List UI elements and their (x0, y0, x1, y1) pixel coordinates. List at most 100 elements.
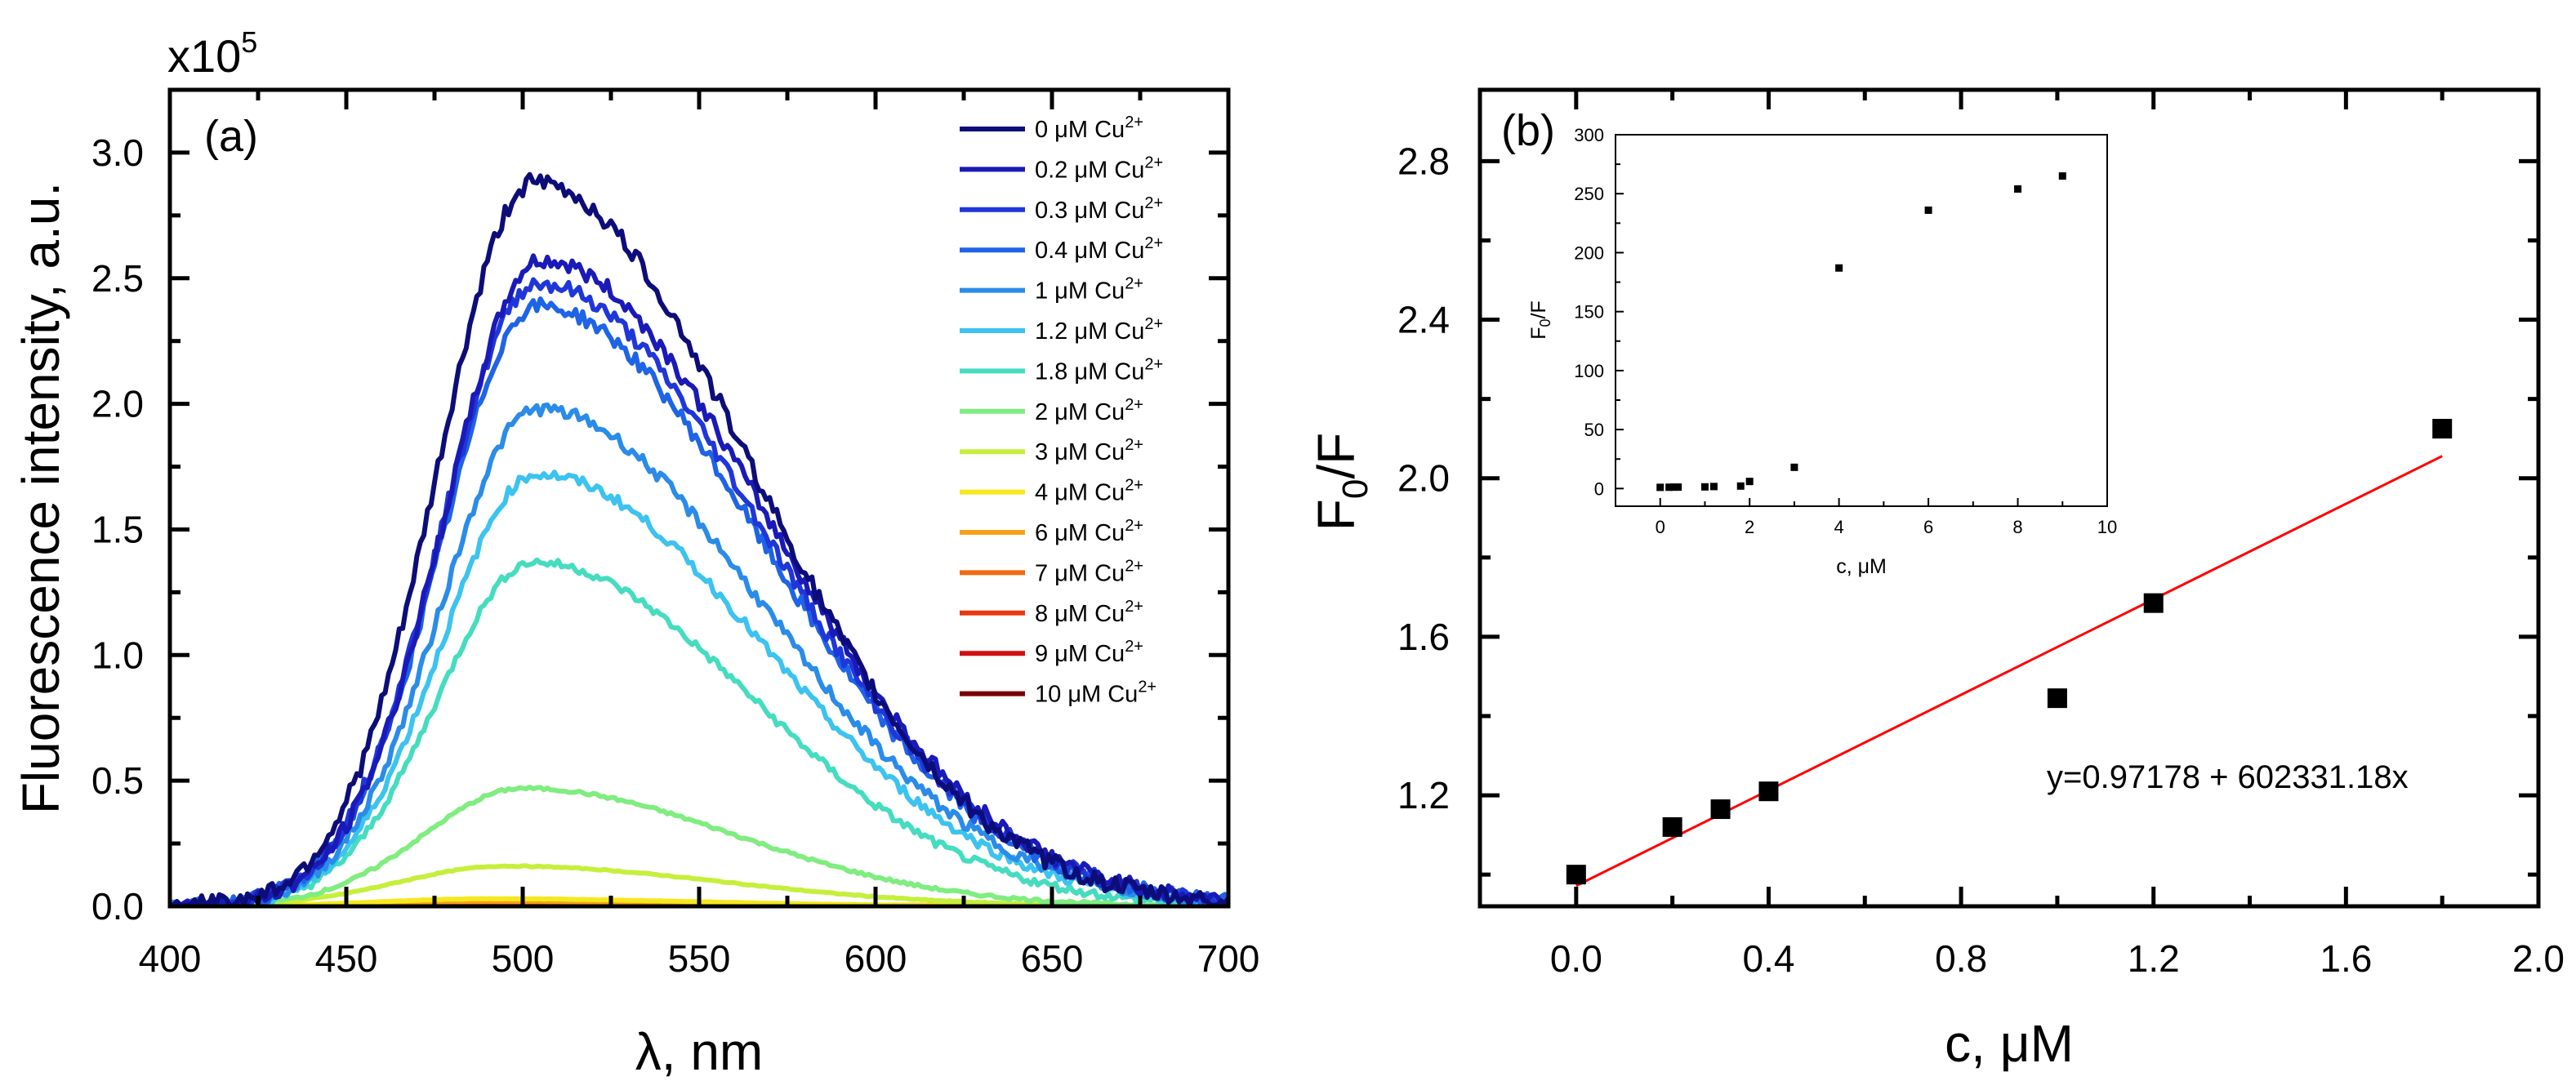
inset-y-tick-label: 300 (1574, 125, 1604, 145)
calibration-point (2143, 593, 2164, 613)
inset-x-tick-label: 2 (1745, 517, 1754, 537)
legend-label: 7 μM Cu2+ (1035, 557, 1143, 586)
inset-x-tick-label: 4 (1834, 517, 1844, 537)
spectra-x-tick-label: 650 (1021, 937, 1084, 980)
spectra-y-tick-label: 2.5 (91, 257, 144, 300)
legend-label: 1.8 μM Cu2+ (1035, 355, 1163, 385)
inset-x-tick-label: 0 (1656, 517, 1665, 537)
calibration-plot-frame (1477, 87, 2541, 909)
inset-point (1745, 478, 1754, 486)
spectra-x-tick-label: 450 (315, 937, 378, 980)
inset-x-tick-label: 8 (2012, 517, 2022, 537)
inset-y-tick-label: 0 (1594, 478, 1604, 499)
inset-y-tick-label: 200 (1574, 242, 1604, 263)
spectra-y-axis-label: Fluorescence intensity, a.u. (11, 182, 70, 814)
inset-point (1665, 483, 1674, 492)
spectrum-line (170, 557, 1229, 908)
calibration-panel-label: (b) (1501, 106, 1555, 155)
inset-point (1656, 483, 1665, 492)
inset-point (1709, 483, 1718, 491)
legend-label: 1 μM Cu2+ (1035, 275, 1143, 305)
calibration-point (1566, 865, 1586, 885)
spectra-y-tick-label: 0.0 (91, 885, 144, 928)
inset-x-tick-label: 10 (2097, 517, 2117, 537)
calibration-ticks (1477, 90, 2541, 906)
legend-label: 8 μM Cu2+ (1035, 598, 1143, 627)
spectra-x-axis-label: λ, nm (635, 1022, 763, 1081)
inset-point (1790, 463, 1798, 471)
inset-plot-frame (1615, 134, 2108, 507)
inset-point (2014, 185, 2022, 193)
spectra-y-tick-label: 2.0 (91, 383, 144, 425)
calibration-y-axis-label: F0/F (1307, 433, 1375, 531)
legend-label: 1.2 μM Cu2+ (1035, 315, 1163, 345)
calibration-x-tick-label: 0.4 (1742, 937, 1794, 980)
calibration-y-tick-label: 2.4 (1397, 299, 1450, 341)
spectra-x-tick-label: 500 (492, 937, 555, 980)
legend-label: 9 μM Cu2+ (1035, 638, 1143, 667)
inset-y-tick-labels: 0 50 100 150 200 250 300 (1574, 125, 1604, 499)
calibration-y-tick-labels: 1.2 1.6 2.0 2.4 2.8 (1397, 140, 1450, 816)
legend-label: 0.4 μM Cu2+ (1035, 234, 1163, 264)
spectra-y-tick-labels: 0.0 0.5 1.0 1.5 2.0 2.5 3.0 (91, 131, 144, 928)
spectra-panel-label: (a) (204, 112, 258, 161)
calibration-fit-line (1575, 455, 2443, 888)
calibration-chart: 0.0 0.4 0.8 1.2 1.6 2.0 1.2 1.6 2.0 2.4 2.8 (b) y… (1307, 87, 2565, 1073)
calibration-point (1662, 816, 1682, 837)
calibration-fit-equation: y=0.97178 + 602331.18x (2047, 759, 2409, 795)
spectra-y-tick-label: 0.5 (91, 759, 144, 802)
spectra-y-tick-label: 3.0 (91, 131, 144, 174)
inset-y-tick-label: 250 (1574, 184, 1604, 204)
inset-point (1674, 483, 1682, 492)
calibration-x-tick-label: 1.2 (2128, 937, 2180, 980)
calibration-x-tick-labels: 0.0 0.4 0.8 1.2 1.6 2.0 (1550, 937, 2565, 980)
calibration-points (1566, 419, 2453, 885)
inset-point (1669, 483, 1678, 492)
legend-label: 0.3 μM Cu2+ (1035, 194, 1163, 224)
spectra-y-tick-label: 1.0 (91, 634, 144, 676)
inset-x-tick-label: 6 (1923, 517, 1933, 537)
spectra-x-tick-label: 700 (1197, 937, 1260, 980)
calibration-point (2432, 419, 2453, 439)
legend-label: 4 μM Cu2+ (1035, 477, 1143, 506)
inset-x-tick-labels: 0 2 4 6 8 10 (1656, 517, 2118, 537)
inset-point (2058, 172, 2066, 180)
calibration-x-tick-label: 2.0 (2512, 937, 2565, 980)
legend-label: 6 μM Cu2+ (1035, 517, 1143, 546)
legend-label: 0 μM Cu2+ (1035, 113, 1143, 143)
spectra-legend: 0 μM Cu2+ 0.2 μM Cu2+ 0.3 μM Cu2+ 0.4 μM Cu… (960, 113, 1163, 708)
spectra-multiplier: x105 (167, 25, 257, 82)
legend-label: 10 μM Cu2+ (1035, 678, 1157, 708)
inset-point (1835, 264, 1843, 272)
calibration-point (2047, 688, 2067, 709)
spectra-x-tick-label: 600 (845, 937, 907, 980)
inset-x-axis-label: c, μM (1836, 555, 1887, 578)
spectra-x-tick-label: 400 (139, 937, 202, 980)
legend-label: 0.2 μM Cu2+ (1035, 153, 1163, 183)
calibration-point (1758, 781, 1779, 802)
inset-point (1924, 206, 1932, 214)
calibration-point (1710, 799, 1731, 820)
inset-points (1656, 172, 2066, 492)
spectrum-line (169, 253, 1231, 908)
inset-y-tick-label: 50 (1584, 420, 1604, 440)
calibration-x-tick-label: 0.0 (1550, 937, 1602, 980)
spectra-ticks (167, 90, 1231, 909)
inset-y-tick-label: 150 (1574, 302, 1604, 323)
spectrum-line (169, 171, 1231, 908)
spectra-chart: 400 450 500 550 600 650 700 0.0 0.5 1.0 1.5 2.0 2.5… (11, 25, 1259, 1081)
calibration-x-tick-label: 0.8 (1935, 937, 1987, 980)
inset-y-axis-label: F0/F (1527, 300, 1553, 340)
spectra-x-tick-labels: 400 450 500 550 600 650 700 (139, 937, 1260, 980)
inset-point (1736, 482, 1745, 490)
calibration-y-tick-label: 1.6 (1397, 616, 1450, 658)
inset-chart: 0 2 4 6 8 10 0 50 100 150 200 250 300 c, μM F0/F (1527, 125, 2117, 578)
legend-label: 2 μM Cu2+ (1035, 396, 1143, 425)
inset-ticks (1616, 134, 2108, 506)
calibration-x-tick-label: 1.6 (2320, 937, 2372, 980)
legend-label: 3 μM Cu2+ (1035, 436, 1143, 465)
calibration-y-tick-label: 2.0 (1397, 457, 1450, 500)
calibration-x-axis-label: c, μM (1945, 1014, 2074, 1073)
calibration-y-tick-label: 1.2 (1397, 774, 1450, 816)
